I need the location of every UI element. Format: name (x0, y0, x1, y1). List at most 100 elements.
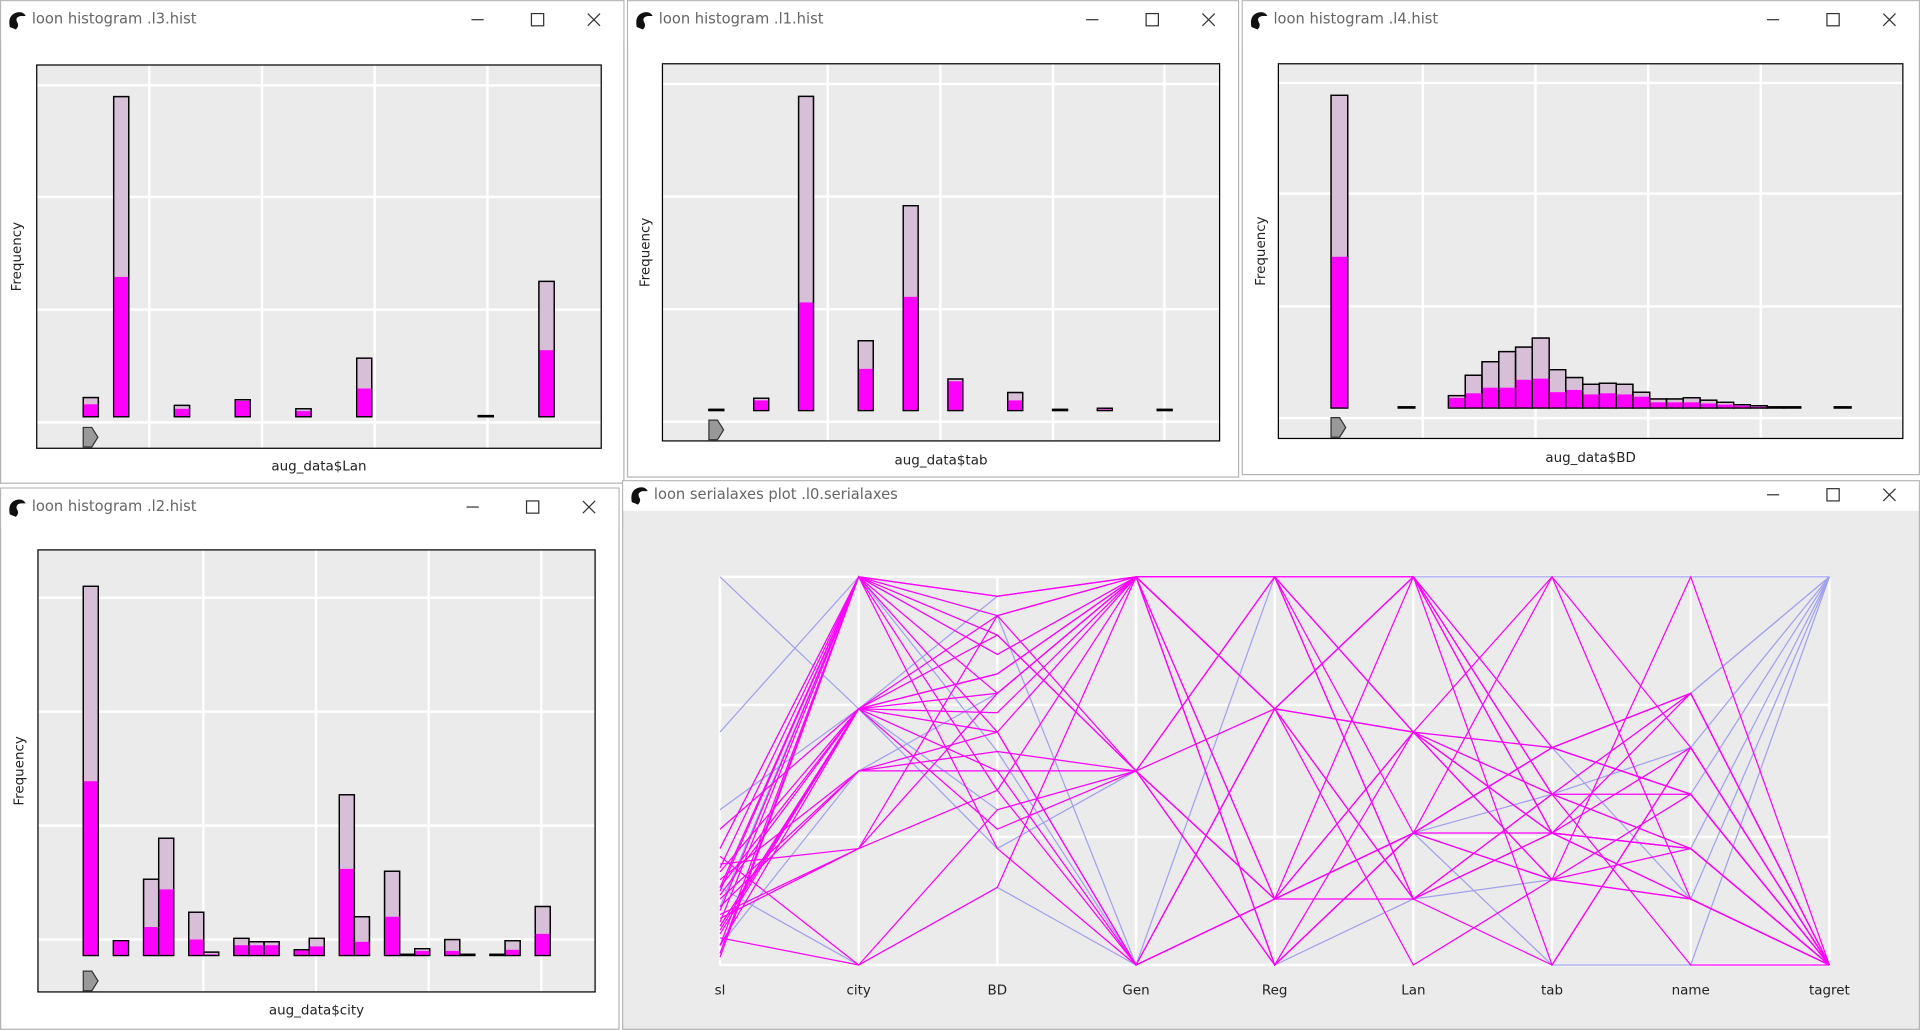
y-axis-label: Frequency (1254, 216, 1269, 286)
app-icon (9, 12, 26, 30)
histogram-bar (354, 941, 370, 956)
bar-outline (753, 397, 770, 412)
title-bar (628, 1, 1238, 41)
app-icon (1250, 12, 1268, 30)
x-axis-label: aug_data$BD (1545, 451, 1636, 466)
histogram-bar (143, 926, 159, 956)
x-axis-label: aug_data$city (269, 1003, 364, 1018)
bar-outline (477, 414, 494, 418)
histogram-bar (233, 945, 249, 956)
bar-outline (1007, 391, 1024, 412)
histogram-bar (295, 411, 312, 417)
plot-border (36, 64, 602, 449)
histogram-bar (1716, 404, 1734, 408)
app-icon (9, 499, 26, 517)
app-icon (636, 12, 653, 30)
axis-label: city (846, 984, 870, 999)
maximize-button[interactable] (530, 12, 545, 27)
histogram-bar (505, 949, 521, 956)
serial-line (719, 575, 1830, 966)
window: loon histogram .l1.hist aug_data$tab Frequ… (626, 0, 1240, 478)
histogram-bar (309, 946, 325, 956)
bar-outline (444, 938, 461, 957)
x-axis-label: aug_data$Lan (271, 460, 366, 475)
bar-outline (902, 205, 919, 412)
bar-outline (383, 870, 401, 957)
serial-line (719, 575, 1830, 966)
window: loon histogram .l4.hist aug_data$BD Freque… (1241, 0, 1920, 476)
x-axis-label: aug_data$tab (895, 454, 988, 469)
histogram-bar (1649, 402, 1667, 408)
bin-handle[interactable] (82, 426, 99, 448)
bar-outline (82, 585, 99, 957)
histogram-bar (903, 296, 919, 411)
maximize-button[interactable] (1826, 12, 1840, 27)
maximize-button[interactable] (1145, 12, 1159, 27)
axis-label: Gen (1122, 984, 1149, 999)
histogram-bar (414, 950, 430, 956)
histogram-bar (1448, 397, 1466, 408)
bar-outline (504, 940, 521, 957)
bar-outline (538, 280, 555, 418)
histogram-bar (83, 781, 99, 956)
close-button[interactable] (1882, 488, 1896, 502)
bar-outline (112, 940, 130, 957)
histogram-bar (444, 950, 460, 956)
histogram-bar (264, 945, 280, 956)
window-title: loon serialaxes plot .l0.serialaxes (654, 486, 898, 503)
close-button[interactable] (1202, 13, 1216, 27)
axis-label: name (1672, 984, 1710, 999)
histogram-bar (384, 916, 400, 956)
bar-outline (295, 408, 312, 418)
bar-outline (1051, 408, 1069, 412)
histogram-bar (1616, 394, 1633, 408)
bar-outline (1833, 406, 1852, 409)
bar-outline (797, 95, 815, 412)
serial-line (719, 575, 1830, 966)
title-bar (1, 488, 619, 528)
bar-outline (1783, 406, 1802, 409)
histogram-bar (1532, 378, 1550, 408)
close-button[interactable] (587, 13, 601, 27)
window-title: loon histogram .l1.hist (659, 11, 824, 28)
histogram-bar (356, 388, 372, 417)
window: loon serialaxes plot .l0.serialaxes sl cit… (622, 480, 1920, 1030)
bin-handle[interactable] (1330, 417, 1347, 438)
histogram-bar (1482, 387, 1499, 408)
plot-panel (36, 65, 602, 449)
bar-outline (1096, 407, 1113, 412)
histogram-bar (158, 889, 174, 956)
y-axis-label: Frequency (638, 218, 653, 288)
app-icon (631, 487, 648, 505)
bar-outline (857, 340, 874, 412)
bar-outline (338, 794, 356, 957)
close-button[interactable] (1882, 13, 1896, 27)
histogram-bar (1733, 405, 1751, 408)
bar-outline (203, 951, 220, 957)
histogram-bar (947, 381, 963, 411)
title-bar (1242, 1, 1919, 41)
window-title: loon histogram .l4.hist (1273, 11, 1438, 28)
histogram-bar (1683, 402, 1701, 408)
bar-outline (414, 948, 431, 957)
axis-label: tagret (1809, 984, 1850, 999)
maximize-button[interactable] (525, 500, 540, 514)
bin-handle[interactable] (708, 419, 725, 441)
histogram-bar (1700, 403, 1717, 408)
title-bar (623, 481, 1919, 511)
bar-outline (1397, 406, 1416, 409)
histogram-bar (248, 945, 265, 956)
bar-outline (398, 953, 416, 957)
bin-handle[interactable] (82, 970, 99, 992)
histogram-bar (294, 949, 310, 956)
maximize-button[interactable] (1826, 488, 1840, 502)
close-button[interactable] (582, 500, 596, 514)
window: loon histogram .l2.hist aug_data$city Freq… (0, 487, 620, 1030)
axis-label: Reg (1262, 984, 1288, 999)
histogram-bar (753, 400, 769, 411)
bar-outline (263, 941, 280, 957)
window: loon histogram .l3.hist aug_data$Lan Frequ… (0, 0, 625, 484)
histogram-bar (83, 404, 99, 417)
histogram-bar (113, 276, 129, 417)
